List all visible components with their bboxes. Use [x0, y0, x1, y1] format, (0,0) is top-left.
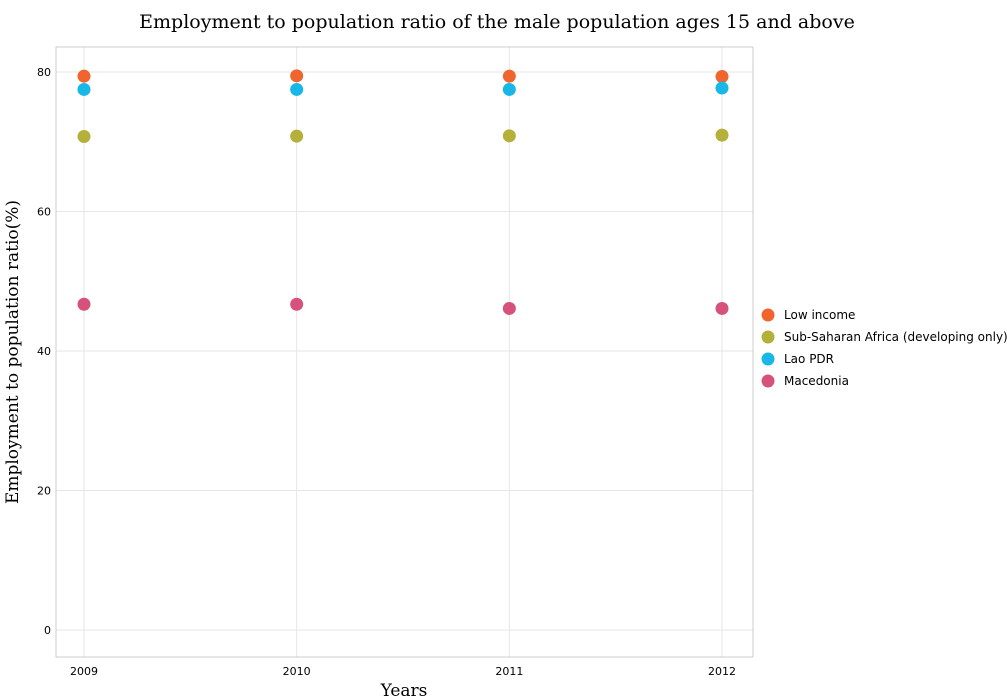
- data-point-macedonia: [77, 297, 91, 311]
- x-tick-label: 2009: [70, 665, 98, 678]
- x-tick-label: 2012: [708, 665, 736, 678]
- legend-marker: [761, 374, 775, 388]
- y-tick-label: 40: [37, 345, 51, 358]
- legend-entry: Macedonia: [784, 374, 849, 388]
- legend-marker: [761, 308, 775, 322]
- data-point-low-income: [502, 69, 516, 83]
- axis-ticks: 0 20 40 60 80 2009 2010 2011 2012: [37, 66, 736, 678]
- x-tick-label: 2010: [283, 665, 311, 678]
- legend-entry: Sub-Saharan Africa (developing only): [784, 330, 1007, 344]
- data-point-macedonia: [290, 297, 304, 311]
- data-point-lao-pdr: [77, 82, 91, 96]
- y-tick-label: 80: [37, 66, 51, 79]
- data-point-sub-saharan-africa-developing-only: [502, 129, 516, 143]
- grid: [56, 47, 753, 657]
- plot-frame: [55, 46, 754, 658]
- y-tick-label: 0: [44, 624, 51, 637]
- data-point-low-income: [290, 69, 304, 83]
- data-point-low-income: [715, 70, 729, 84]
- data-point-macedonia: [502, 301, 516, 315]
- legend-marker: [761, 352, 775, 366]
- data-point-lao-pdr: [290, 82, 304, 96]
- x-tick-label: 2011: [495, 665, 523, 678]
- data-point-macedonia: [715, 301, 729, 315]
- data-point-lao-pdr: [715, 81, 729, 95]
- legend-entry: Low income: [784, 308, 855, 322]
- data-point-sub-saharan-africa-developing-only: [77, 130, 91, 144]
- legend: Low income Sub-Saharan Africa (developing…: [761, 308, 1007, 388]
- data-point-lao-pdr: [502, 82, 516, 96]
- y-axis-label: Employment to population ratio(%): [3, 200, 23, 504]
- y-tick-label: 20: [37, 485, 51, 498]
- legend-entry: Lao PDR: [784, 352, 834, 366]
- legend-marker: [761, 330, 775, 344]
- y-tick-label: 60: [37, 206, 51, 219]
- data-points: [77, 69, 729, 315]
- data-point-sub-saharan-africa-developing-only: [715, 128, 729, 142]
- chart-title: Employment to population ratio of the ma…: [139, 11, 855, 33]
- data-point-low-income: [77, 69, 91, 83]
- x-axis-label: Years: [380, 681, 428, 700]
- data-point-sub-saharan-africa-developing-only: [290, 129, 304, 143]
